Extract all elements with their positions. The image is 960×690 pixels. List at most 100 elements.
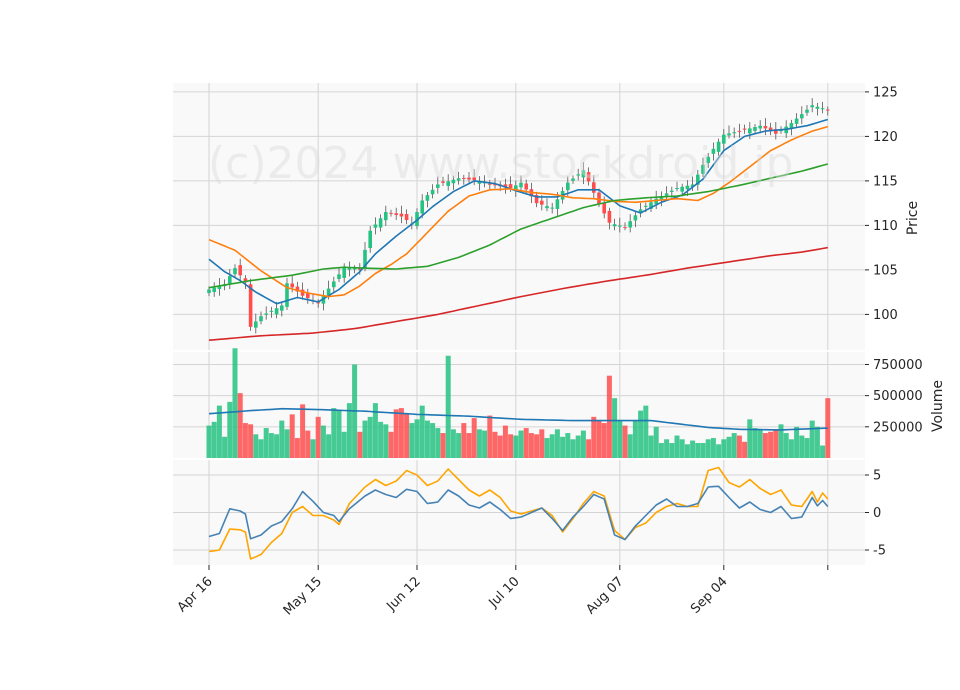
volume-bar	[284, 429, 290, 458]
volume-bar	[580, 430, 586, 458]
candle-body	[290, 283, 294, 288]
candle-body	[576, 174, 580, 176]
volume-bar	[326, 434, 332, 458]
candle-body	[467, 177, 471, 180]
candle-body	[430, 189, 435, 195]
volume-bar	[757, 429, 763, 458]
candle-body	[217, 285, 222, 290]
candle-body	[685, 185, 690, 190]
volume-bar	[513, 435, 519, 458]
volume-bar	[736, 435, 742, 458]
candle-body	[753, 127, 757, 131]
volume-bar	[232, 348, 238, 458]
volume-bar	[346, 403, 352, 458]
volume-bar	[554, 429, 560, 458]
volume-bar	[617, 420, 623, 458]
volume-bar	[227, 401, 233, 458]
volume-bar	[710, 438, 716, 458]
volume-bar	[627, 434, 633, 458]
candle-body	[493, 184, 497, 186]
candle-body	[254, 321, 258, 328]
volume-bar	[409, 423, 415, 458]
volume-bar	[419, 405, 425, 458]
volume-bar	[237, 393, 243, 458]
volume-bar	[669, 443, 675, 458]
candle-body	[394, 213, 398, 216]
volume-bar	[632, 420, 638, 458]
volume-bar	[570, 439, 576, 458]
candle-body	[550, 207, 554, 209]
y-tick-label: 500000	[873, 389, 923, 404]
x-axis: Apr 16 May 15 Jun 12 Jul 10 Aug 07 Sep 04	[175, 565, 829, 618]
oscillator-slow-line	[208, 466, 829, 560]
volume-bar	[476, 429, 482, 458]
volume-bar	[248, 424, 254, 458]
candle-body	[399, 213, 404, 217]
candle-body	[826, 109, 830, 111]
candle-body	[456, 178, 461, 181]
volume-bar	[440, 433, 446, 458]
volume-bar	[435, 428, 441, 458]
volume-bar	[814, 426, 820, 458]
y-tick-label: 120	[873, 130, 898, 145]
sma-long-line	[208, 163, 829, 289]
volume-bar	[414, 419, 420, 458]
candle-body	[820, 108, 825, 110]
x-tick-label: Jul 10	[486, 574, 523, 611]
volume-bar	[643, 405, 649, 458]
candle-body	[462, 177, 466, 179]
sma-mid-line	[208, 125, 829, 298]
volume-bar	[456, 433, 462, 458]
candle-body	[233, 268, 237, 275]
volume-bar	[622, 425, 628, 458]
volume-bar	[752, 428, 758, 458]
volume-bar	[320, 425, 326, 458]
candle-body	[259, 316, 263, 322]
candle-body	[571, 178, 575, 181]
candle-body	[586, 172, 591, 182]
watermark-text: (c)2024 www.stockdroid.jp	[208, 138, 793, 189]
y-tick-label: 115	[873, 174, 898, 189]
candle-body	[337, 274, 341, 280]
volume-bar	[658, 443, 664, 458]
y-tick-label: 750000	[873, 358, 923, 373]
candle-body	[618, 225, 622, 227]
sma-short-line	[208, 118, 829, 305]
volume-bar	[393, 409, 399, 458]
volume-bar	[534, 434, 540, 458]
volume-bar	[591, 416, 597, 458]
candle-body	[514, 185, 518, 192]
volume-bar	[549, 434, 555, 458]
volume-bar	[242, 423, 248, 458]
volume-bar	[445, 355, 451, 458]
candle-body	[503, 184, 508, 188]
candle-body	[649, 202, 653, 209]
volume-bar	[601, 423, 607, 458]
volume-bar	[216, 405, 222, 458]
candle-body	[654, 198, 658, 205]
candle-body	[670, 190, 674, 192]
candle-body	[269, 310, 274, 312]
volume-bar	[466, 433, 472, 458]
volume-bar	[289, 414, 295, 458]
y-tick-label: 5	[873, 469, 881, 484]
candle-body	[238, 265, 242, 276]
volume-bar	[268, 433, 274, 458]
y-tick-label: 110	[873, 219, 898, 234]
candle-body	[425, 195, 430, 201]
candle-body	[602, 202, 606, 214]
volume-bar	[768, 431, 774, 458]
volume-bar	[404, 413, 410, 458]
candle-body	[690, 184, 695, 188]
candle-body	[295, 286, 300, 292]
volume-bar	[300, 404, 306, 458]
volume-bar	[778, 424, 784, 458]
volume-bar	[398, 408, 404, 458]
y-tick-label: 250000	[873, 420, 923, 435]
candle-body	[404, 214, 409, 221]
candle-body	[347, 267, 352, 270]
candle-body	[451, 179, 456, 184]
candle-body	[228, 276, 232, 284]
candle-body	[358, 268, 362, 270]
candle-body	[815, 106, 820, 109]
